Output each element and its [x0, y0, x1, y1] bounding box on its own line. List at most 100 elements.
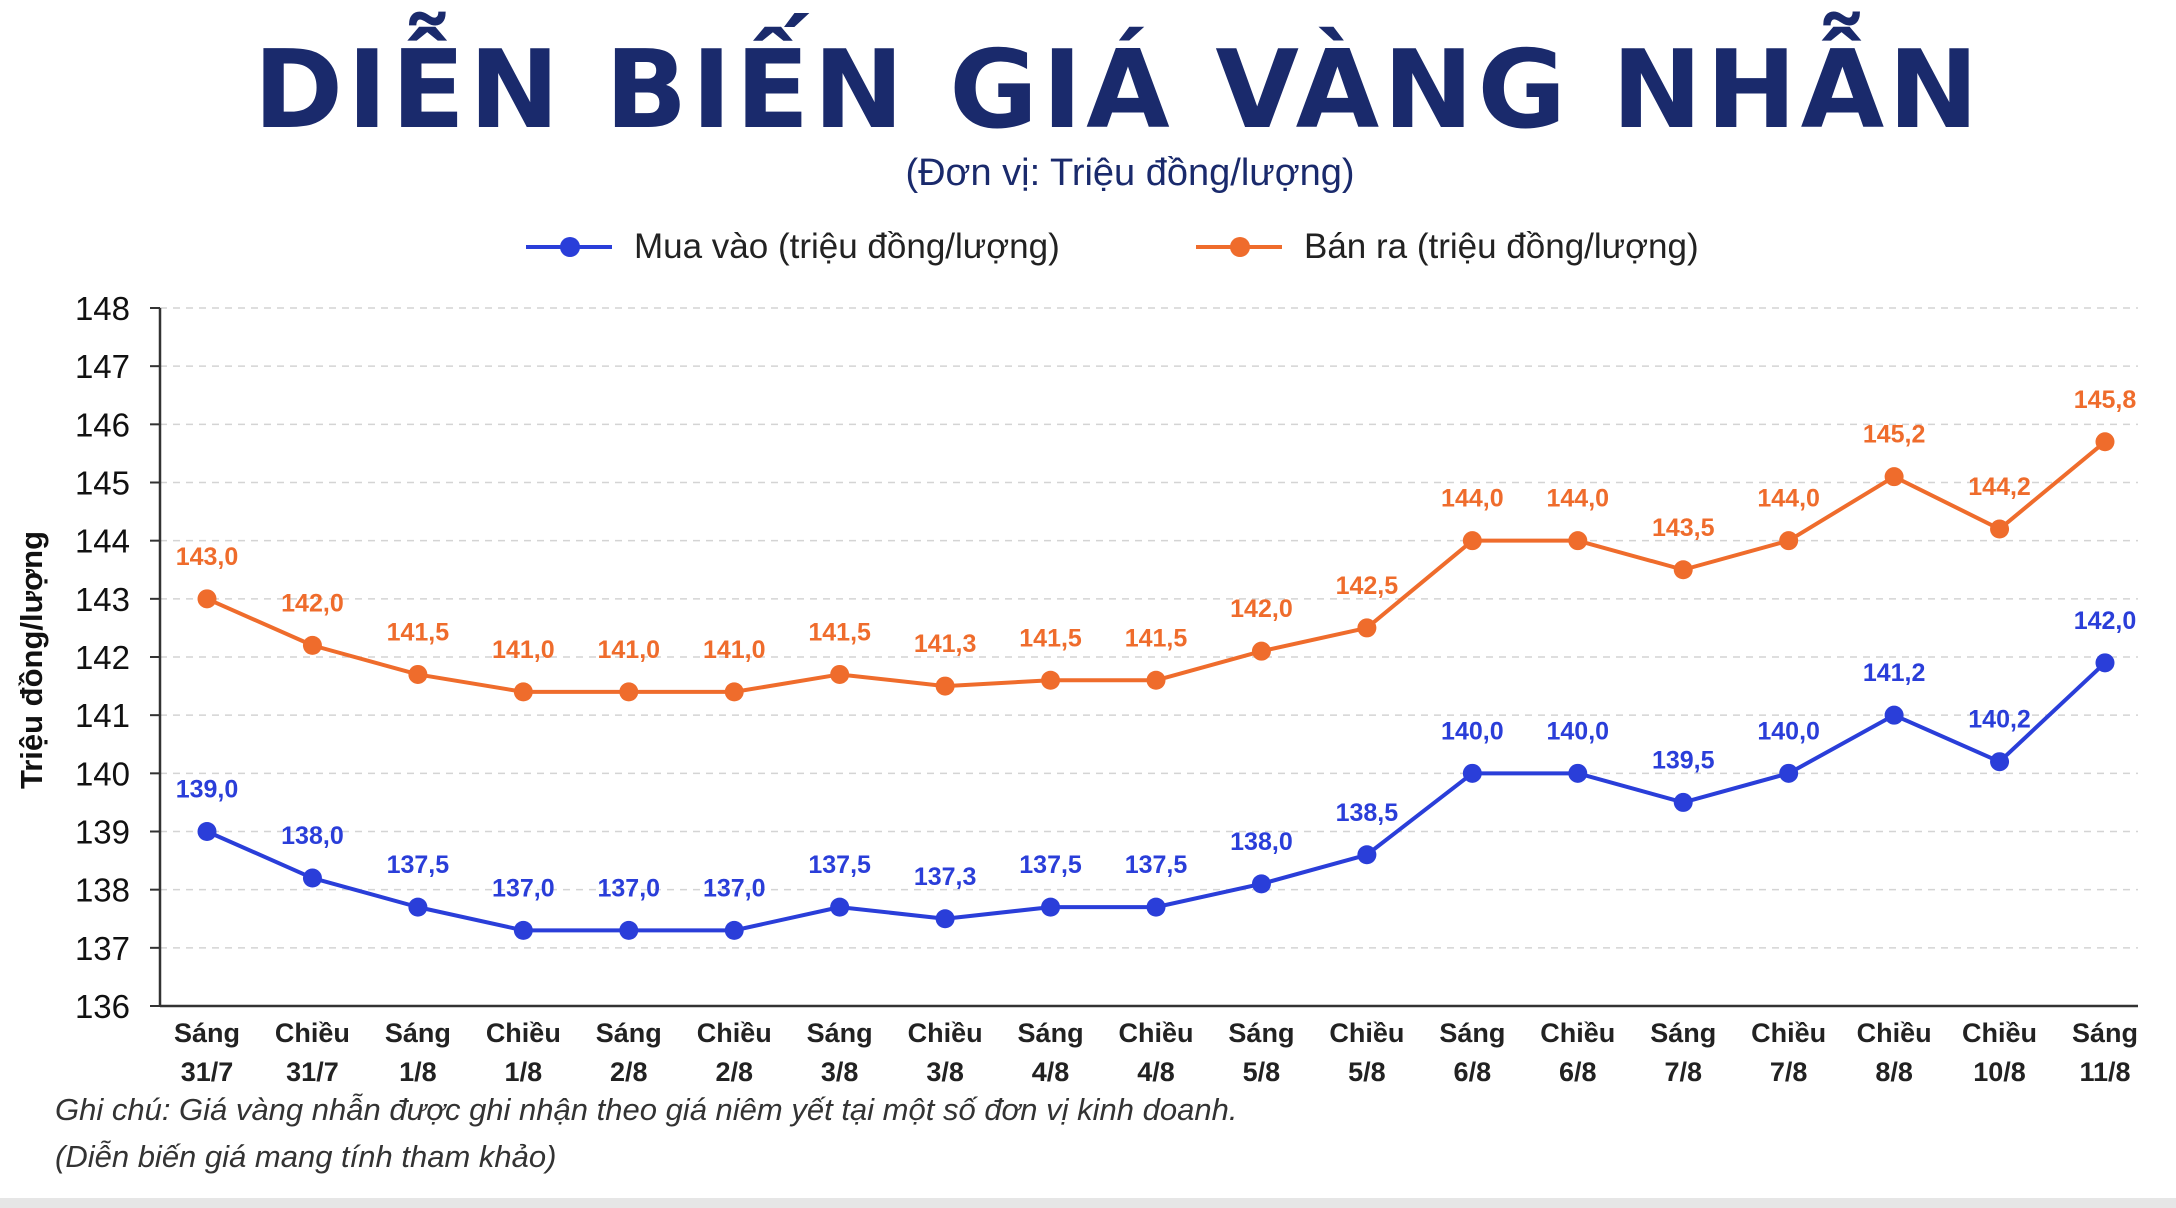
x-tick-label: Sáng: [807, 1018, 873, 1048]
x-tick-label: 1/8: [505, 1057, 543, 1087]
data-point: [302, 868, 322, 888]
data-point: [197, 822, 217, 841]
y-tick-label: 143: [75, 581, 130, 618]
x-tick-label: 4/8: [1032, 1057, 1070, 1087]
legend-item-buy: Mua vào (triệu đồng/lượng): [526, 222, 1060, 272]
data-label: 141,5: [387, 618, 450, 646]
x-tick-label: 7/8: [1664, 1057, 1702, 1087]
data-label: 144,0: [1757, 485, 1820, 513]
data-point: [1041, 897, 1061, 917]
data-point: [1462, 763, 1482, 783]
data-label: 141,0: [597, 636, 660, 664]
y-tick-label: 142: [75, 639, 130, 676]
x-tick-label: 8/8: [1875, 1057, 1913, 1087]
data-label: 141,3: [914, 630, 977, 658]
x-tick-label: 31/7: [181, 1057, 234, 1087]
data-point: [1251, 874, 1271, 894]
x-tick-label: Sáng: [385, 1018, 451, 1048]
x-tick-label: Sáng: [1228, 1018, 1294, 1048]
data-label: 141,2: [1863, 659, 1926, 687]
data-point: [1673, 792, 1693, 812]
data-point: [1673, 560, 1693, 580]
data-point: [1357, 618, 1377, 638]
x-tick-label: 7/8: [1770, 1057, 1808, 1087]
data-label: 143,5: [1652, 514, 1715, 542]
data-point: [724, 920, 744, 940]
x-tick-label: 31/7: [286, 1057, 339, 1087]
data-label: 141,0: [703, 636, 766, 664]
data-point: [1568, 531, 1588, 551]
data-label: 139,5: [1652, 746, 1715, 774]
data-point: [1462, 531, 1482, 551]
x-tick-label: Sáng: [174, 1018, 240, 1048]
note-line-1: Ghi chú: Giá vàng nhẫn được ghi nhận the…: [55, 1092, 1238, 1127]
data-point: [830, 664, 850, 684]
data-point: [1357, 845, 1377, 865]
data-label: 137,3: [914, 863, 977, 891]
x-tick-label: Chiều: [1329, 1018, 1404, 1048]
data-label: 137,0: [703, 874, 766, 902]
data-label: 138,0: [281, 822, 344, 850]
data-point: [1884, 467, 1904, 487]
y-tick-label: 138: [75, 872, 130, 909]
data-label: 139,0: [176, 776, 239, 804]
data-point: [513, 920, 533, 940]
data-label: 138,5: [1336, 799, 1399, 827]
data-point: [935, 909, 955, 929]
data-label: 137,5: [1019, 851, 1082, 879]
data-point: [830, 897, 850, 917]
data-point: [724, 682, 744, 702]
data-point: [408, 664, 428, 684]
chart-title: DIỄN BIẾN GIÁ VÀNG NHẪN: [253, 28, 1983, 153]
line-chart: 136 137 138 139 140 141 142 143 144 145 146 147 148 T…: [14, 290, 2138, 1087]
data-label: 141,0: [492, 636, 555, 664]
data-point: [1779, 531, 1799, 551]
x-tick-label: 4/8: [1137, 1057, 1175, 1087]
y-tick-label: 148: [75, 290, 130, 327]
x-tick-label: Chiều: [486, 1018, 561, 1048]
data-point: [1568, 763, 1588, 783]
legend-dot-sell: [1230, 237, 1250, 257]
data-label: 144,2: [1968, 473, 2031, 501]
data-point: [1041, 670, 1061, 690]
x-tick-label: 1/8: [399, 1057, 437, 1087]
data-label: 140,0: [1757, 717, 1820, 745]
y-tick-label: 137: [75, 930, 130, 967]
data-point: [2095, 432, 2115, 452]
data-point: [619, 920, 639, 940]
data-label: 137,5: [808, 851, 871, 879]
data-label: 144,0: [1546, 485, 1609, 513]
data-label: 144,0: [1441, 485, 1504, 513]
x-tick-label: Chiều: [908, 1018, 983, 1048]
data-point: [1251, 641, 1271, 661]
data-point: [619, 682, 639, 702]
x-tick-label: Sáng: [596, 1018, 662, 1048]
data-label: 141,5: [1019, 624, 1082, 652]
data-label: 141,5: [1125, 624, 1188, 652]
data-label: 145,8: [2074, 386, 2137, 414]
y-tick-label: 147: [75, 348, 130, 385]
x-tick-label: Chiều: [1540, 1018, 1615, 1048]
data-label: 140,0: [1441, 717, 1504, 745]
note-line-2: (Diễn biến giá mang tính tham khảo): [55, 1139, 557, 1174]
x-tick-label: 10/8: [1973, 1057, 2026, 1087]
x-tick-label: Chiều: [1857, 1018, 1932, 1048]
data-point: [1779, 763, 1799, 783]
data-label: 137,5: [387, 851, 450, 879]
x-tick-label: 3/8: [821, 1057, 859, 1087]
x-tick-label: 11/8: [2079, 1057, 2130, 1087]
data-point: [1990, 752, 2010, 772]
chart-subtitle: (Đơn vị: Triệu đồng/lượng): [905, 152, 1355, 194]
data-point: [513, 682, 533, 702]
data-label: 140,2: [1968, 706, 2031, 734]
data-label: 137,0: [597, 874, 660, 902]
legend-swatch-buy: [526, 222, 612, 272]
data-point: [408, 897, 428, 917]
bottom-bar: [0, 1198, 2176, 1208]
data-point: [1990, 519, 2010, 539]
x-tick-label: 6/8: [1454, 1057, 1492, 1087]
data-label: 140,0: [1546, 717, 1609, 745]
data-point: [2095, 653, 2115, 673]
data-label: 142,0: [2074, 607, 2137, 635]
y-tick-label: 141: [75, 697, 130, 734]
